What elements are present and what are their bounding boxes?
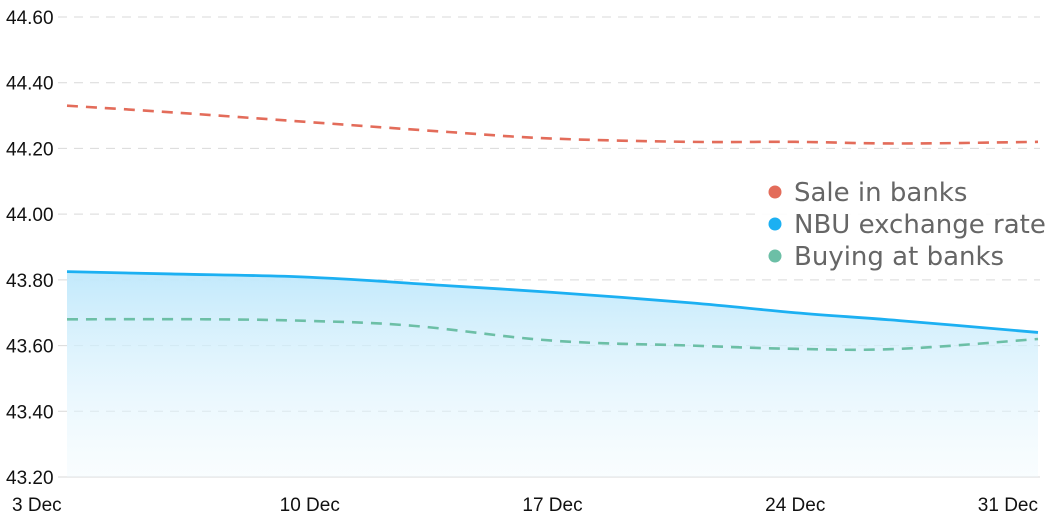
x-axis: 3 Dec 10 Dec 17 Dec 24 Dec 31 Dec	[12, 495, 1038, 516]
nbu-exchange-rate-line	[66, 270, 1039, 334]
area-fills	[67, 271, 1038, 477]
y-tick-label: 43.20	[6, 468, 54, 489]
legend-marker	[768, 185, 782, 199]
legend-marker	[768, 249, 782, 263]
legend-label: Sale in banks	[794, 178, 967, 208]
legend-label: Buying at banks	[794, 242, 1004, 272]
legend-label: NBU exchange rate	[794, 210, 1046, 240]
x-tick-label: 24 Dec	[765, 495, 825, 516]
x-tick-label: 10 Dec	[280, 495, 340, 516]
legend-marker	[768, 217, 782, 231]
y-tick-label: 44.60	[6, 8, 54, 29]
x-tick-label: 31 Dec	[978, 495, 1038, 516]
y-tick-label: 44.20	[6, 139, 54, 160]
x-tick-label: 17 Dec	[522, 495, 582, 516]
y-tick-label: 43.80	[6, 271, 54, 292]
y-tick-label: 43.40	[6, 402, 54, 423]
y-tick-label: 43.60	[6, 337, 54, 358]
series-lines	[66, 104, 1039, 352]
buying-at-banks-line	[66, 317, 1039, 352]
sale-in-banks-line	[66, 104, 1039, 145]
y-tick-label: 44.40	[6, 74, 54, 95]
y-tick-label: 44.00	[6, 205, 54, 226]
x-tick-label: 3 Dec	[12, 495, 62, 516]
legend-background	[760, 170, 1052, 278]
y-axis: 43.20 43.40 43.60 43.80 44.00 44.20 44.40 44.60	[6, 8, 54, 489]
nbu-exchange-rate-area	[67, 271, 1038, 477]
